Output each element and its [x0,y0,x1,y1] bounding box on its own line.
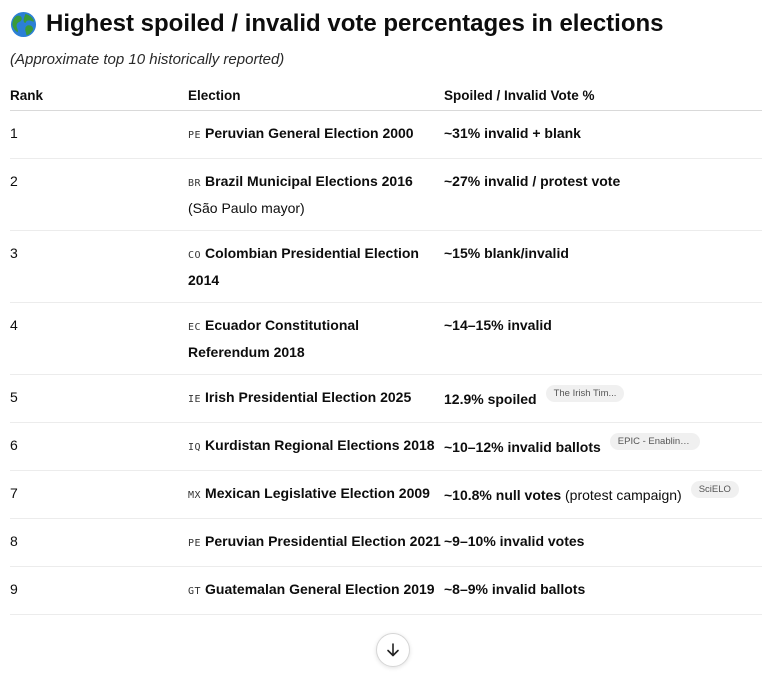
vote-percent: ~31% invalid + blank [444,125,581,141]
election-name: Irish Presidential Election 2025 [205,389,412,405]
rank-cell: 5 [10,374,188,423]
table-row: 8 PE Peruvian Presidential Election 2021 ~9… [10,518,762,567]
source-citation-chip[interactable]: The Irish Tim... [545,385,625,402]
rank-value: 2 [10,173,18,189]
country-code: IQ [188,442,202,453]
vote-percent: ~10.8% null votes [444,487,562,503]
percent-cell: ~27% invalid / protest vote [444,158,762,231]
rank-value: 3 [10,245,18,261]
table-row: 2 BR Brazil Municipal Elections 2016 (São P… [10,158,762,231]
election-name: Peruvian Presidential Election 2021 [205,533,441,549]
arrow-down-icon [387,643,399,657]
table-row: 4 EC Ecuador Constitutional Referendum 201… [10,302,762,375]
election-name: Mexican Legislative Election 2009 [205,485,430,501]
source-citation-chip[interactable]: EPIC - Enabling ... [609,433,700,450]
rank-cell: 6 [10,422,188,471]
rank-value: 1 [10,125,18,141]
percent-cell: ~8–9% invalid ballots [444,566,762,615]
header-percent: Spoiled / Invalid Vote % [444,80,762,111]
election-cell: IQ Kurdistan Regional Elections 2018 [188,422,444,471]
page-title-text: Highest spoiled / invalid vote percentag… [46,10,664,37]
country-code: IE [188,394,202,405]
country-code: EC [188,322,202,333]
page-subtitle: (Approximate top 10 historically reporte… [10,51,285,68]
rank-cell: 1 [10,110,188,159]
rank-cell: 8 [10,518,188,567]
election-name: Kurdistan Regional Elections 2018 [205,437,435,453]
election-cell: BR Brazil Municipal Elections 2016 (São Pa… [188,158,444,231]
rank-cell: 3 [10,230,188,303]
percent-cell: ~10.8% null votes (protest campaign) SciE… [444,470,762,519]
percent-cell: ~9–10% invalid votes [444,518,762,567]
election-cell: CO Colombian Presidential Election 2014 [188,230,444,303]
rank-cell: 9 [10,566,188,615]
elections-table: Rank Election Spoiled / Invalid Vote % 1… [10,80,762,615]
election-cell: EC Ecuador Constitutional Referendum 2018 [188,302,444,375]
country-code: PE [188,130,202,141]
header-election: Election [188,80,444,111]
election-name: Brazil Municipal Elections 2016 [205,173,413,189]
percent-cell: 12.9% spoiled The Irish Tim... [444,374,762,423]
vote-percent: ~15% blank/invalid [444,245,569,261]
page-title: Highest spoiled / invalid vote percentag… [10,8,664,40]
vote-percent: 12.9% spoiled [444,391,537,407]
table-header-row: Rank Election Spoiled / Invalid Vote % [10,80,762,111]
source-citation-chip[interactable]: SciELO [690,481,739,498]
header-rank: Rank [10,80,188,111]
country-code: MX [188,490,202,501]
rank-cell: 4 [10,302,188,375]
rank-cell: 2 [10,158,188,231]
table-row: 5 IE Irish Presidential Election 2025 12.9%… [10,374,762,423]
vote-percent: ~9–10% invalid votes [444,533,585,549]
country-code: BR [188,178,202,189]
rank-value: 5 [10,389,18,405]
percent-cell: ~15% blank/invalid [444,230,762,303]
table-row: 1 PE Peruvian General Election 2000 ~31% in… [10,110,762,159]
election-note: (São Paulo mayor) [188,200,305,216]
country-code: CO [188,250,202,261]
rank-value: 8 [10,533,18,549]
country-code: PE [188,538,202,549]
election-name: Ecuador Constitutional Referendum 2018 [188,317,360,360]
election-cell: GT Guatemalan General Election 2019 [188,566,444,615]
percent-cell: ~14–15% invalid [444,302,762,375]
table-row: 9 GT Guatemalan General Election 2019 ~8–9%… [10,566,762,615]
election-cell: PE Peruvian General Election 2000 [188,110,444,159]
table-row: 3 CO Colombian Presidential Election 2014 ~… [10,230,762,303]
rank-value: 4 [10,317,18,333]
election-cell: MX Mexican Legislative Election 2009 [188,470,444,519]
rank-value: 6 [10,437,18,453]
vote-percent-note: (protest campaign) [561,487,682,503]
vote-percent: ~10–12% invalid ballots [444,439,601,455]
rank-cell: 7 [10,470,188,519]
globe-icon [10,11,37,37]
election-name: Peruvian General Election 2000 [205,125,414,141]
country-code: GT [188,586,202,597]
percent-cell: ~31% invalid + blank [444,110,762,159]
rank-value: 7 [10,485,18,501]
vote-percent: ~27% invalid / protest vote [444,173,621,189]
vote-percent: ~8–9% invalid ballots [444,581,586,597]
election-name: Colombian Presidential Election 2014 [188,245,419,288]
rank-value: 9 [10,581,18,597]
scroll-down-button[interactable] [376,633,410,667]
percent-cell: ~10–12% invalid ballots EPIC - Enabling .… [444,422,762,471]
table-row: 6 IQ Kurdistan Regional Elections 2018 ~10–… [10,422,762,471]
vote-percent: ~14–15% invalid [444,317,552,333]
election-cell: PE Peruvian Presidential Election 2021 [188,518,444,567]
election-name: Guatemalan General Election 2019 [205,581,435,597]
table-row: 7 MX Mexican Legislative Election 2009 ~10.… [10,470,762,519]
election-cell: IE Irish Presidential Election 2025 [188,374,444,423]
